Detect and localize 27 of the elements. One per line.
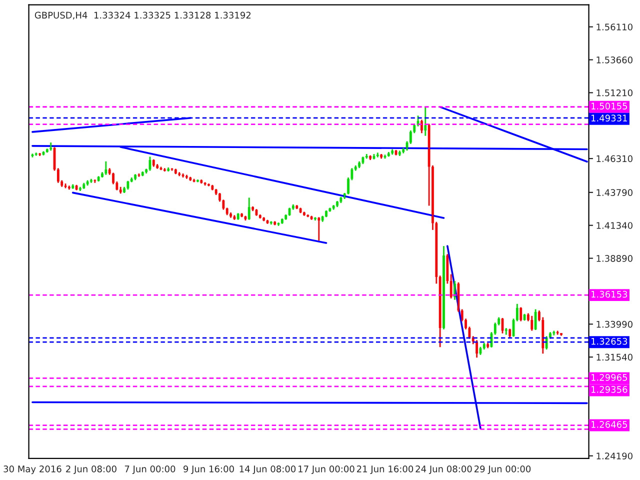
y-tick-label: 1.51210 xyxy=(596,89,632,96)
y-tick-label: 1.31540 xyxy=(596,354,632,361)
ref-line-label: 1.36153 xyxy=(591,290,628,298)
y-tick-label: 1.43790 xyxy=(596,189,632,196)
ref-line-label: 1.29965 xyxy=(591,374,628,381)
y-tick-label: 1.56110 xyxy=(596,24,632,30)
y-tick-label: 1.53660 xyxy=(596,56,632,64)
x-tick-label: 17 Jun 00:00 xyxy=(298,466,354,474)
x-tick-label: 2 Jun 08:00 xyxy=(66,466,116,474)
y-tick-label: 1.38890 xyxy=(596,255,632,262)
y-tick-label: 1.33990 xyxy=(596,320,632,328)
ref-line-label: 1.49331 xyxy=(591,114,627,122)
x-tick-label: 9 Jun 16:00 xyxy=(184,466,234,474)
x-tick-label: 14 Jun 08:00 xyxy=(240,466,296,474)
text: GBPUSD,H4 1.33324 1.33325 1.33128 1.33192 xyxy=(34,12,250,20)
x-tick-label: 7 Jun 00:00 xyxy=(124,466,176,474)
ref-line-label: 1.29356 xyxy=(591,386,628,393)
y-tick-label: 1.41340 xyxy=(596,222,632,229)
ref-line-label: 1.50155 xyxy=(591,102,628,110)
x-tick-label: 30 May 2016 xyxy=(4,466,62,474)
x-tick-label: 21 Jun 16:00 xyxy=(356,466,414,474)
y-tick-label: 1.46310 xyxy=(596,155,632,162)
x-tick-label: 24 Jun 08:00 xyxy=(416,466,472,474)
y-tick-label: 1.24190 xyxy=(596,452,632,460)
ref-line-label: 1.26465 xyxy=(591,421,628,428)
ref-line-label: 1.32653 xyxy=(591,338,628,345)
x-tick-label: 29 Jun 00:00 xyxy=(474,466,531,474)
